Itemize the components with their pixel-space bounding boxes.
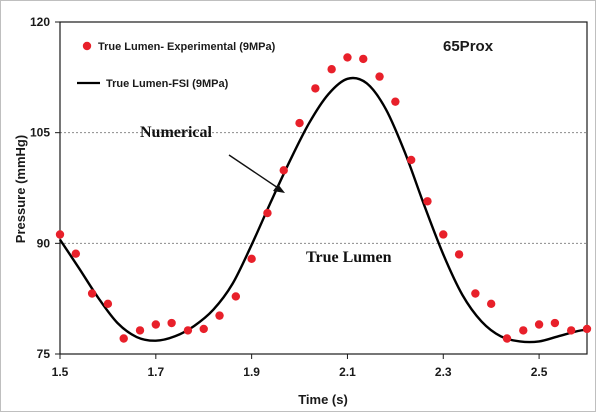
experimental-point [471,289,480,298]
experimental-point [327,65,336,74]
experimental-point [359,54,368,64]
y-axis-ticks: 75 90 105 120 [30,15,60,361]
experimental-point [199,324,208,334]
experimental-point [375,72,384,81]
x-tick-label: 1.9 [243,365,260,379]
y-tick-label: 105 [30,126,50,140]
annotation-arrow [228,154,282,191]
experimental-point [231,292,241,301]
gridlines [60,132,587,244]
fsi-line-path [59,76,588,344]
x-tick-label: 2.3 [435,365,452,379]
plot-area-border [59,21,588,355]
experimental-point [167,318,176,328]
x-tick-label: 1.5 [52,365,69,379]
experimental-point [295,118,304,128]
legend-marker-experimental [82,41,92,51]
experimental-point [406,155,416,165]
y-axis-label: Pressure (mmHg) [13,135,28,243]
y-tick-label: 120 [30,15,50,29]
series-fsi-line [59,76,588,344]
experimental-point [183,326,193,335]
panel-label: 65Prox [443,38,494,55]
experimental-point [550,318,560,328]
experimental-point [566,326,576,335]
series-experimental-markers [55,53,592,343]
experimental-point [343,53,352,62]
annotation-arrowhead [273,184,285,193]
experimental-point [534,320,544,329]
experimental-point [311,84,320,93]
experimental-point [454,250,464,259]
legend-label-fsi: True Lumen-FSI (9MPa) [106,78,229,90]
experimental-point [582,324,592,334]
legend: True Lumen- Experimental (9MPa) True Lum… [77,41,276,90]
experimental-point [247,254,256,264]
y-tick-label: 90 [37,236,51,250]
annotation-true-lumen: True Lumen [306,249,392,266]
experimental-point [55,230,65,239]
legend-label-experimental: True Lumen- Experimental (9MPa) [98,41,276,53]
experimental-point [279,166,288,175]
experimental-point [423,197,432,206]
experimental-point [391,97,400,106]
x-axis-ticks: 1.5 1.7 1.9 2.1 2.3 2.5 [52,354,548,379]
experimental-point [151,320,161,329]
experimental-point [502,334,512,343]
experimental-point [103,299,113,309]
x-tick-label: 1.7 [147,365,164,379]
x-axis-label: Time (s) [298,392,348,407]
experimental-point [87,289,97,298]
experimental-point [486,299,496,309]
experimental-point [263,208,272,218]
experimental-point [119,334,128,343]
annotation-numerical-text: Numerical [140,124,213,141]
experimental-point [215,311,224,320]
experimental-point [71,249,81,258]
annotation-numerical: Numerical [140,124,285,193]
experimental-point [519,326,528,335]
experimental-point [135,326,145,335]
y-tick-label: 75 [37,347,51,361]
x-tick-label: 2.5 [531,365,548,379]
experimental-point [439,230,448,239]
x-tick-label: 2.1 [339,365,356,379]
